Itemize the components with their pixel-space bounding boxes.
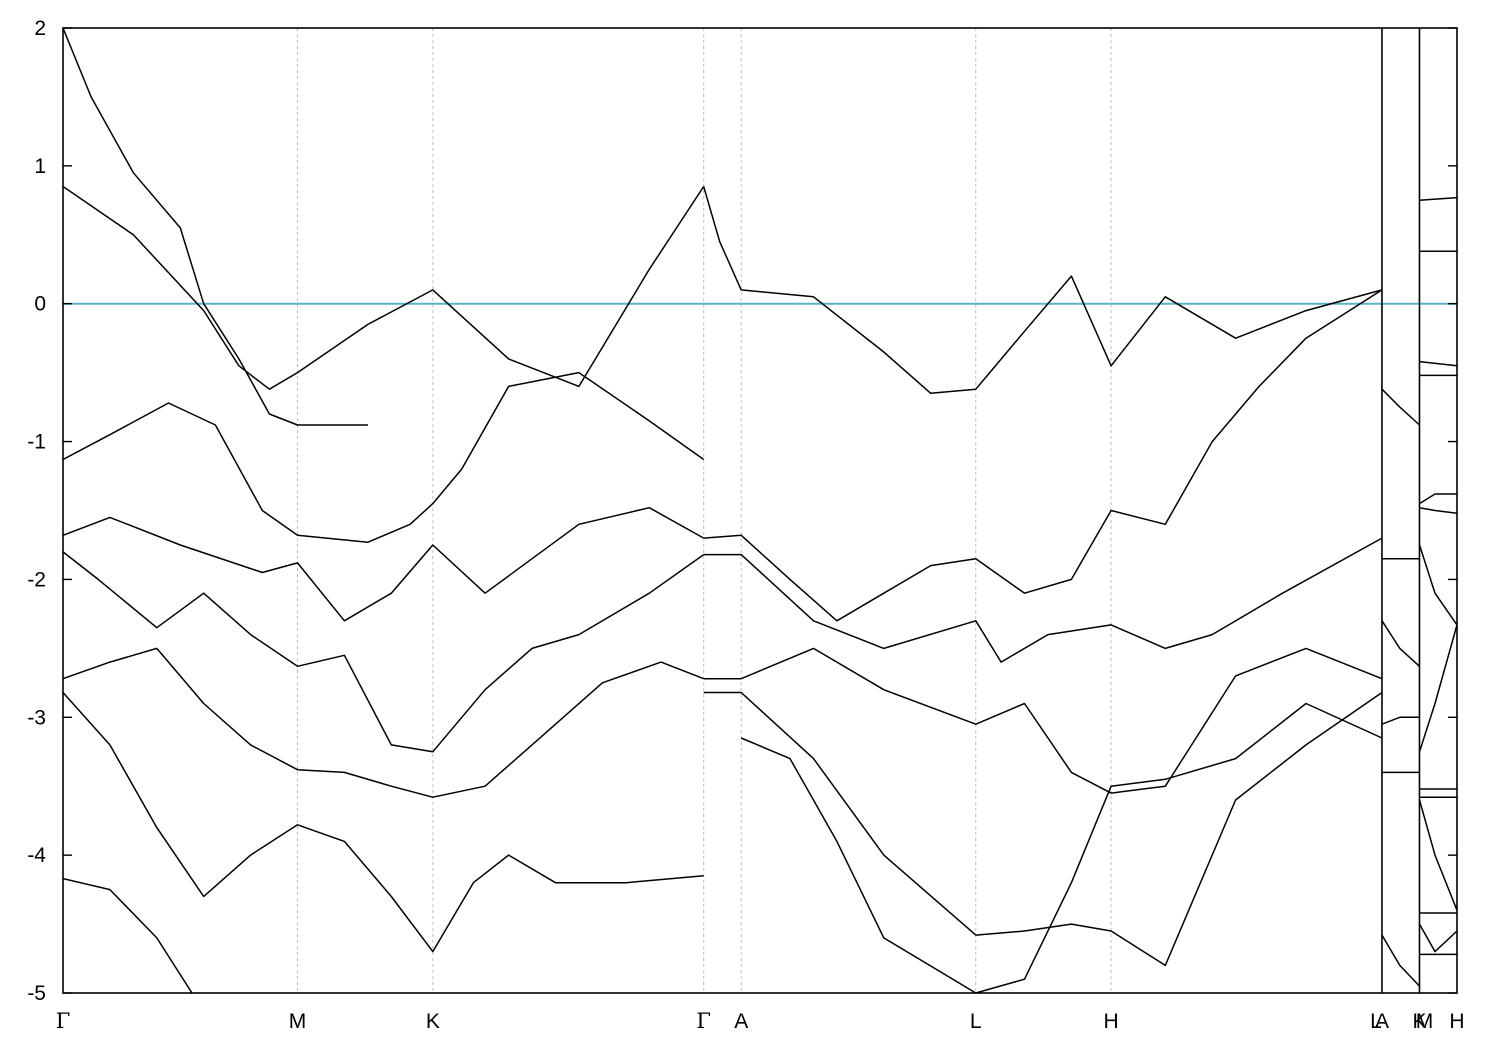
band-line bbox=[63, 371, 705, 543]
band-line bbox=[702, 186, 1383, 395]
band-line bbox=[1381, 934, 1421, 987]
band-line bbox=[1419, 360, 1457, 367]
band-line bbox=[1418, 799, 1457, 911]
y-tick-label: 2 bbox=[34, 17, 46, 40]
band-line bbox=[1419, 196, 1457, 202]
band-line bbox=[1418, 923, 1457, 953]
x-tick-label: K bbox=[1412, 1010, 1426, 1033]
band-line bbox=[740, 702, 1383, 993]
band-line bbox=[63, 877, 193, 993]
x-tick-label: A bbox=[1375, 1010, 1389, 1033]
x-tick-label: M bbox=[289, 1010, 307, 1033]
y-tick-label: -2 bbox=[27, 568, 46, 591]
y-tick-label: 0 bbox=[34, 293, 46, 316]
y-tick-label: 1 bbox=[34, 155, 46, 178]
y-tick-label: -3 bbox=[27, 706, 46, 729]
band-line bbox=[63, 28, 368, 426]
band-line bbox=[1418, 624, 1457, 753]
x-tick-label: H bbox=[1449, 1010, 1464, 1033]
x-tick-label: L bbox=[970, 1010, 982, 1033]
band-line bbox=[1381, 388, 1421, 426]
x-tick-label: K bbox=[426, 1010, 440, 1033]
plot-frame bbox=[62, 27, 1458, 994]
band-line bbox=[703, 289, 1383, 622]
band-line bbox=[1418, 544, 1457, 626]
band-line bbox=[703, 647, 1383, 794]
band-line bbox=[1419, 506, 1457, 515]
bands bbox=[63, 28, 1457, 993]
band-line bbox=[1381, 620, 1421, 667]
x-tick-label: Γ bbox=[696, 1009, 711, 1033]
y-axis: -5 -4 -3 -2 -1 0 1 2 bbox=[27, 17, 1457, 1005]
band-line bbox=[703, 537, 1383, 663]
x-tick-label: A bbox=[734, 1010, 748, 1033]
band-line bbox=[1419, 493, 1457, 505]
x-axis: Γ M K Γ A L H AL MK H bbox=[56, 1009, 1465, 1033]
x-tick-label: Γ bbox=[56, 1009, 71, 1033]
band-line bbox=[63, 506, 705, 622]
band-line bbox=[1381, 716, 1420, 725]
x-tick-label: L bbox=[1370, 1010, 1382, 1033]
band-line bbox=[63, 185, 705, 390]
band-line bbox=[63, 647, 704, 798]
y-tick-label: -5 bbox=[27, 982, 46, 1005]
y-tick-label: -4 bbox=[27, 844, 46, 867]
x-tick-label: H bbox=[1103, 1010, 1118, 1033]
band-line bbox=[63, 691, 704, 953]
x-tick-label: M bbox=[1416, 1010, 1434, 1033]
band-line bbox=[703, 691, 1383, 967]
segment-separators bbox=[1381, 28, 1421, 993]
y-tick-label: -1 bbox=[27, 431, 46, 454]
band-line bbox=[63, 551, 705, 753]
